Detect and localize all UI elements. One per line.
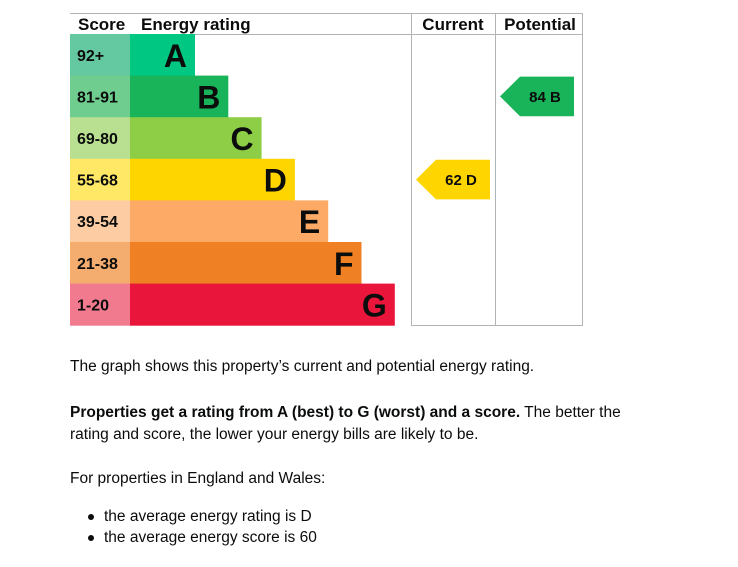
band-bar-g: [130, 283, 395, 326]
score-cell-d: [70, 158, 130, 201]
band-bar-c: [130, 117, 262, 160]
energy-rating-chart: Score Energy rating Current Potential 92…: [70, 13, 583, 326]
potential-rating-label: 84 B: [529, 89, 561, 106]
score-range-d: 55-68: [77, 173, 118, 190]
list-item: the average energy score is 60: [86, 527, 646, 548]
intro-text: The graph shows this property’s current …: [70, 358, 535, 375]
score-range-c: 69-80: [77, 131, 118, 148]
score-cell-f: [70, 242, 130, 285]
rating-explanation-rest: The better the rating and score, the low…: [70, 404, 621, 443]
band-bar-d: [130, 158, 295, 201]
band-bar-b: [130, 75, 229, 118]
band-bar-e: [130, 200, 329, 243]
average-list: the average energy rating is D the avera…: [70, 506, 646, 548]
score-cell-g: [70, 283, 130, 326]
score-range-f: 21-38: [77, 256, 118, 273]
rating-explanation: Properties get a rating from A (best) to…: [70, 402, 630, 446]
score-range-g: 1-20: [77, 297, 109, 314]
score-range-e: 39-54: [77, 214, 118, 231]
current-arrow: [416, 159, 490, 200]
potential-arrow: [500, 76, 574, 117]
band-bar-a: [130, 34, 195, 77]
current-header: Current: [422, 15, 484, 34]
band-letter-f: F: [334, 246, 354, 282]
band-letter-a: A: [164, 38, 187, 74]
score-range-a: 92+: [77, 48, 104, 65]
current-rating-label: 62 D: [445, 172, 477, 189]
score-cell-e: [70, 200, 130, 243]
score-cell-c: [70, 117, 130, 160]
score-header: Score: [78, 15, 125, 34]
score-cell-a: [70, 34, 130, 77]
region-text: For properties in England and Wales:: [70, 470, 326, 487]
energy-rating-header: Energy rating: [141, 15, 251, 34]
band-letter-g: G: [362, 287, 387, 323]
band-letter-d: D: [264, 163, 287, 199]
list-item: the average energy rating is D: [86, 506, 646, 527]
band-bar-f: [130, 242, 362, 285]
band-letter-e: E: [299, 204, 320, 240]
rating-explanation-bold: Properties get a rating from A (best) to…: [70, 404, 521, 421]
band-letter-b: B: [197, 79, 220, 115]
rating-arrows: 62 D 84 B: [416, 76, 574, 200]
rating-bands: 92+ A 81-91 B 69-80 C 55-68 D 39-54 E 21-38 F 1-20 G: [70, 34, 395, 326]
score-cell-b: [70, 75, 130, 118]
band-letter-c: C: [230, 121, 253, 157]
potential-header: Potential: [504, 15, 576, 34]
score-range-b: 81-91: [77, 89, 118, 106]
